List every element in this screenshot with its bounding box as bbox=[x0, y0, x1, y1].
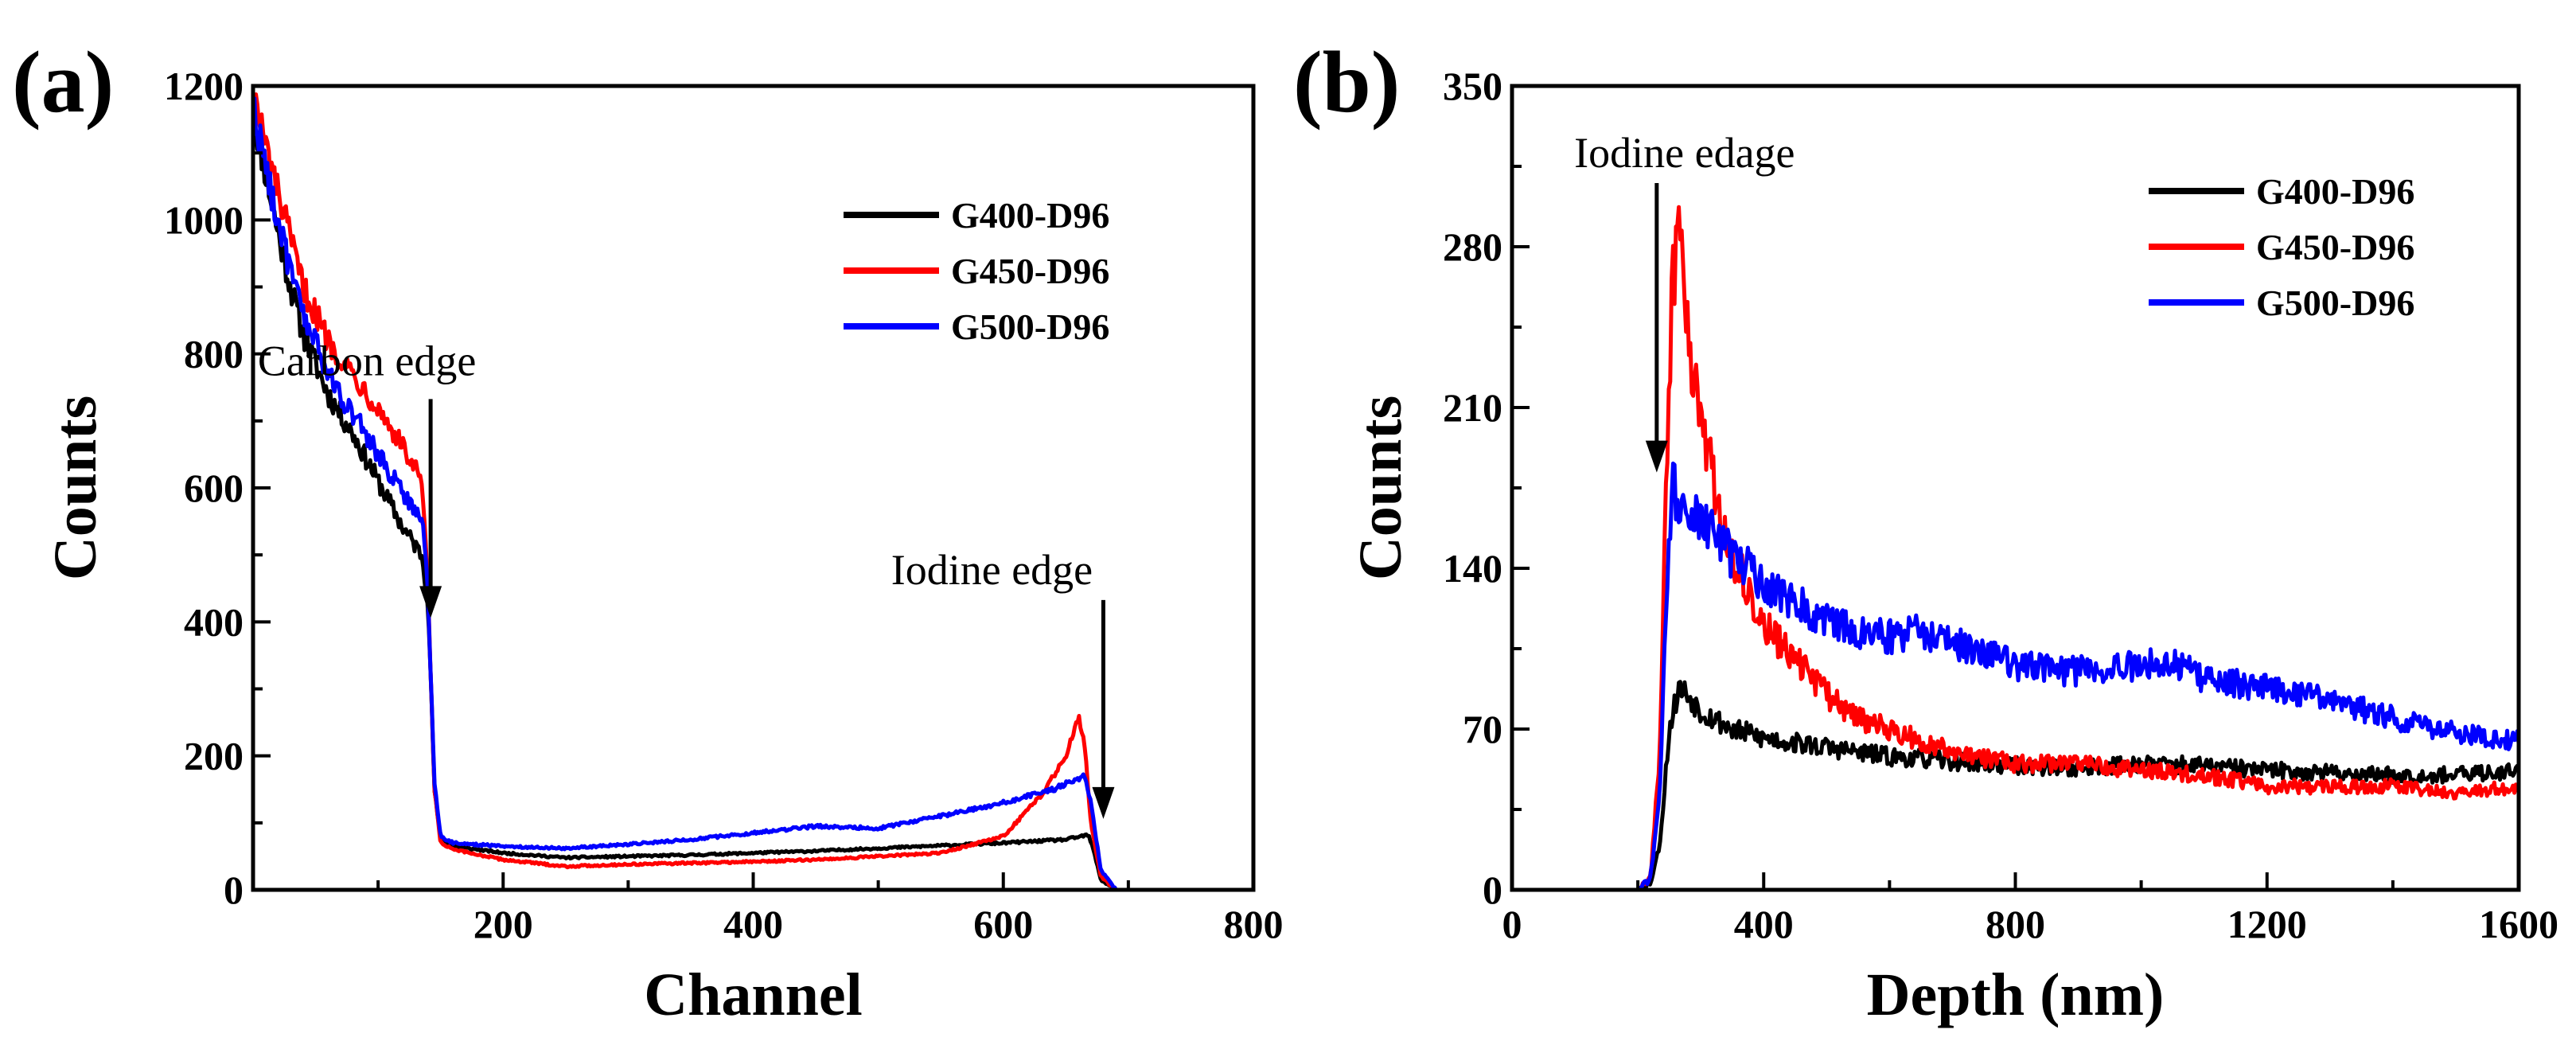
y-tick-label: 600 bbox=[184, 466, 244, 510]
y-tick-label: 140 bbox=[1443, 546, 1502, 591]
x-tick-label: 800 bbox=[1224, 902, 1284, 946]
annotation-label: Carbon edge bbox=[258, 337, 476, 384]
legend-label: G500-D96 bbox=[2256, 283, 2414, 323]
x-tick-label: 800 bbox=[1986, 902, 2045, 946]
y-tick-label: 1000 bbox=[164, 197, 244, 242]
y-tick-label: 0 bbox=[224, 868, 244, 912]
legend-label: G400-D96 bbox=[951, 195, 1109, 236]
x-tick-label: 0 bbox=[1502, 902, 1522, 946]
panel-label: (b) bbox=[1293, 33, 1400, 131]
panel-a: (a) 200 400 600 800 0 200 400 600 800 1000 1200 Chan… bbox=[12, 33, 1284, 1028]
x-axis-title: Channel bbox=[644, 961, 863, 1028]
y-tick-label: 280 bbox=[1443, 224, 1502, 269]
y-tick-label: 350 bbox=[1443, 64, 1502, 108]
annotation-arrow-head bbox=[419, 586, 442, 618]
annotation-arrow-head bbox=[1092, 786, 1115, 819]
panel-label: (a) bbox=[12, 33, 114, 131]
legend-label: G450-D96 bbox=[2256, 227, 2414, 267]
annotation-label: Iodine edge bbox=[891, 546, 1093, 594]
annotation-arrow-head bbox=[1645, 440, 1668, 473]
series-line-g450-d96 bbox=[1511, 205, 2519, 892]
series-line-g500-d96 bbox=[1511, 461, 2521, 892]
annotation-label: Iodine edage bbox=[1574, 129, 1795, 177]
series-line-g450-d96 bbox=[251, 92, 1254, 892]
y-tick-label: 70 bbox=[1463, 707, 1502, 751]
y-tick-label: 0 bbox=[1483, 868, 1502, 912]
x-tick-label: 400 bbox=[723, 902, 783, 946]
x-tick-label: 1200 bbox=[2227, 902, 2307, 946]
x-tick-label: 200 bbox=[474, 902, 533, 946]
y-tick-label: 200 bbox=[184, 734, 244, 778]
y-tick-label: 400 bbox=[184, 599, 244, 644]
series-line-g400-d96 bbox=[251, 122, 1254, 892]
legend-label: G450-D96 bbox=[951, 251, 1109, 291]
legend-label: G500-D96 bbox=[951, 306, 1109, 347]
series-line-g500-d96 bbox=[251, 96, 1254, 892]
y-tick-label: 1200 bbox=[164, 64, 244, 108]
y-tick-label: 800 bbox=[184, 332, 244, 376]
x-tick-label: 1600 bbox=[2479, 902, 2558, 946]
panel-b: (b) 0 400 800 1200 1600 0 70 140 210 280 350 Depth (… bbox=[1293, 33, 2558, 1028]
y-axis-title: Counts bbox=[1347, 396, 1414, 580]
y-axis-title: Counts bbox=[42, 396, 109, 580]
x-axis-title: Depth (nm) bbox=[1867, 961, 2165, 1028]
y-tick-label: 210 bbox=[1443, 385, 1502, 430]
x-tick-label: 600 bbox=[973, 902, 1033, 946]
x-tick-label: 400 bbox=[1734, 902, 1794, 946]
legend-label: G400-D96 bbox=[2256, 171, 2414, 212]
